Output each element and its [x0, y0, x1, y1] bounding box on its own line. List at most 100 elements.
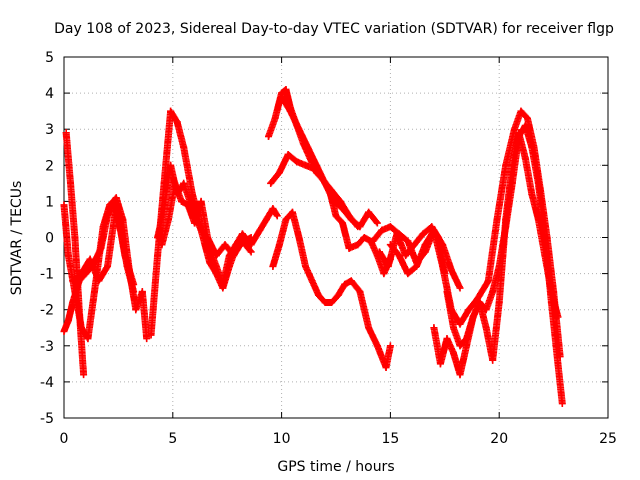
data-point [282, 215, 290, 223]
data-point [167, 161, 175, 169]
data-point [132, 306, 140, 314]
series-track-11 [269, 208, 394, 371]
data-point [180, 179, 188, 187]
data-point [373, 342, 381, 350]
y-tick-label: 4 [45, 86, 54, 102]
data-point [373, 219, 381, 227]
data-point [382, 363, 390, 371]
data-point [288, 208, 296, 216]
x-tick-label: 25 [599, 431, 617, 447]
data-series [60, 85, 566, 408]
y-tick-label: -3 [40, 339, 54, 355]
series-track-7 [158, 179, 255, 260]
data-point [62, 129, 70, 137]
data-point [330, 197, 338, 205]
data-point [386, 241, 394, 249]
data-point [404, 270, 412, 278]
data-point [502, 215, 510, 223]
data-segment [138, 288, 150, 341]
data-point [269, 205, 277, 213]
data-point [380, 270, 388, 278]
data-point [456, 320, 464, 328]
data-point [219, 284, 227, 292]
data-point [528, 143, 536, 151]
data-point [267, 179, 275, 187]
axis-ticks [63, 56, 609, 419]
data-point [328, 298, 336, 306]
data-point [212, 252, 220, 260]
data-point [419, 230, 427, 238]
data-point [69, 277, 77, 285]
data-point [523, 114, 531, 122]
y-tick-label: 0 [45, 231, 54, 247]
data-point [319, 176, 327, 184]
data-point [450, 349, 458, 357]
chart-title: Day 108 of 2023, Sidereal Day-to-day VTE… [54, 21, 614, 37]
data-point [502, 161, 510, 169]
data-point [147, 331, 155, 339]
y-tick-label: 3 [45, 122, 54, 138]
data-point [356, 288, 364, 296]
data-point [473, 295, 481, 303]
data-point [160, 205, 168, 213]
data-point [347, 277, 355, 285]
data-point [273, 212, 281, 220]
data-point [341, 280, 349, 288]
data-point [112, 194, 120, 202]
data-point [534, 215, 542, 223]
data-point [154, 234, 162, 241]
data-point [247, 234, 255, 241]
data-point [86, 255, 94, 263]
x-tick-label: 0 [60, 431, 69, 447]
data-point [293, 158, 301, 166]
data-point [230, 252, 238, 260]
data-point [247, 241, 255, 249]
data-point [354, 241, 362, 249]
data-point [336, 197, 344, 205]
data-point [173, 118, 181, 126]
y-tick-labels: -5 -4 -3 -2 -1 0 1 2 3 4 5 [40, 50, 54, 427]
data-point [428, 223, 436, 231]
y-tick-label: -1 [40, 267, 54, 283]
data-point [204, 234, 212, 241]
x-tick-labels: 0 5 10 15 20 25 [60, 431, 617, 447]
data-point [365, 324, 373, 332]
data-point [197, 197, 205, 205]
data-point [328, 187, 336, 195]
data-point [238, 230, 246, 238]
series-track-3 [60, 194, 151, 343]
data-point [95, 277, 103, 285]
data-point [554, 360, 562, 368]
data-point [384, 262, 392, 270]
data-point [469, 313, 477, 321]
data-segment [489, 300, 503, 364]
data-point [206, 259, 214, 267]
data-point [386, 342, 394, 350]
data-point [463, 342, 471, 350]
data-point [315, 291, 323, 299]
data-point [275, 169, 283, 177]
data-point [99, 223, 107, 231]
data-point [262, 215, 270, 223]
data-point [310, 165, 318, 173]
data-point [60, 201, 68, 209]
data-point [60, 327, 68, 335]
data-point [456, 342, 464, 350]
data-point [534, 179, 542, 187]
x-tick-label: 10 [273, 431, 291, 447]
data-point [271, 114, 279, 122]
data-point [345, 244, 353, 252]
data-point [80, 371, 88, 379]
data-point [71, 288, 79, 296]
data-point [247, 248, 255, 256]
data-point [484, 277, 492, 285]
data-point [378, 226, 386, 234]
data-point [547, 288, 555, 296]
data-point [308, 277, 316, 285]
data-point [164, 215, 172, 223]
data-point [180, 143, 188, 151]
y-tick-label: -5 [40, 411, 54, 427]
data-point [430, 324, 438, 332]
data-point [436, 360, 444, 368]
